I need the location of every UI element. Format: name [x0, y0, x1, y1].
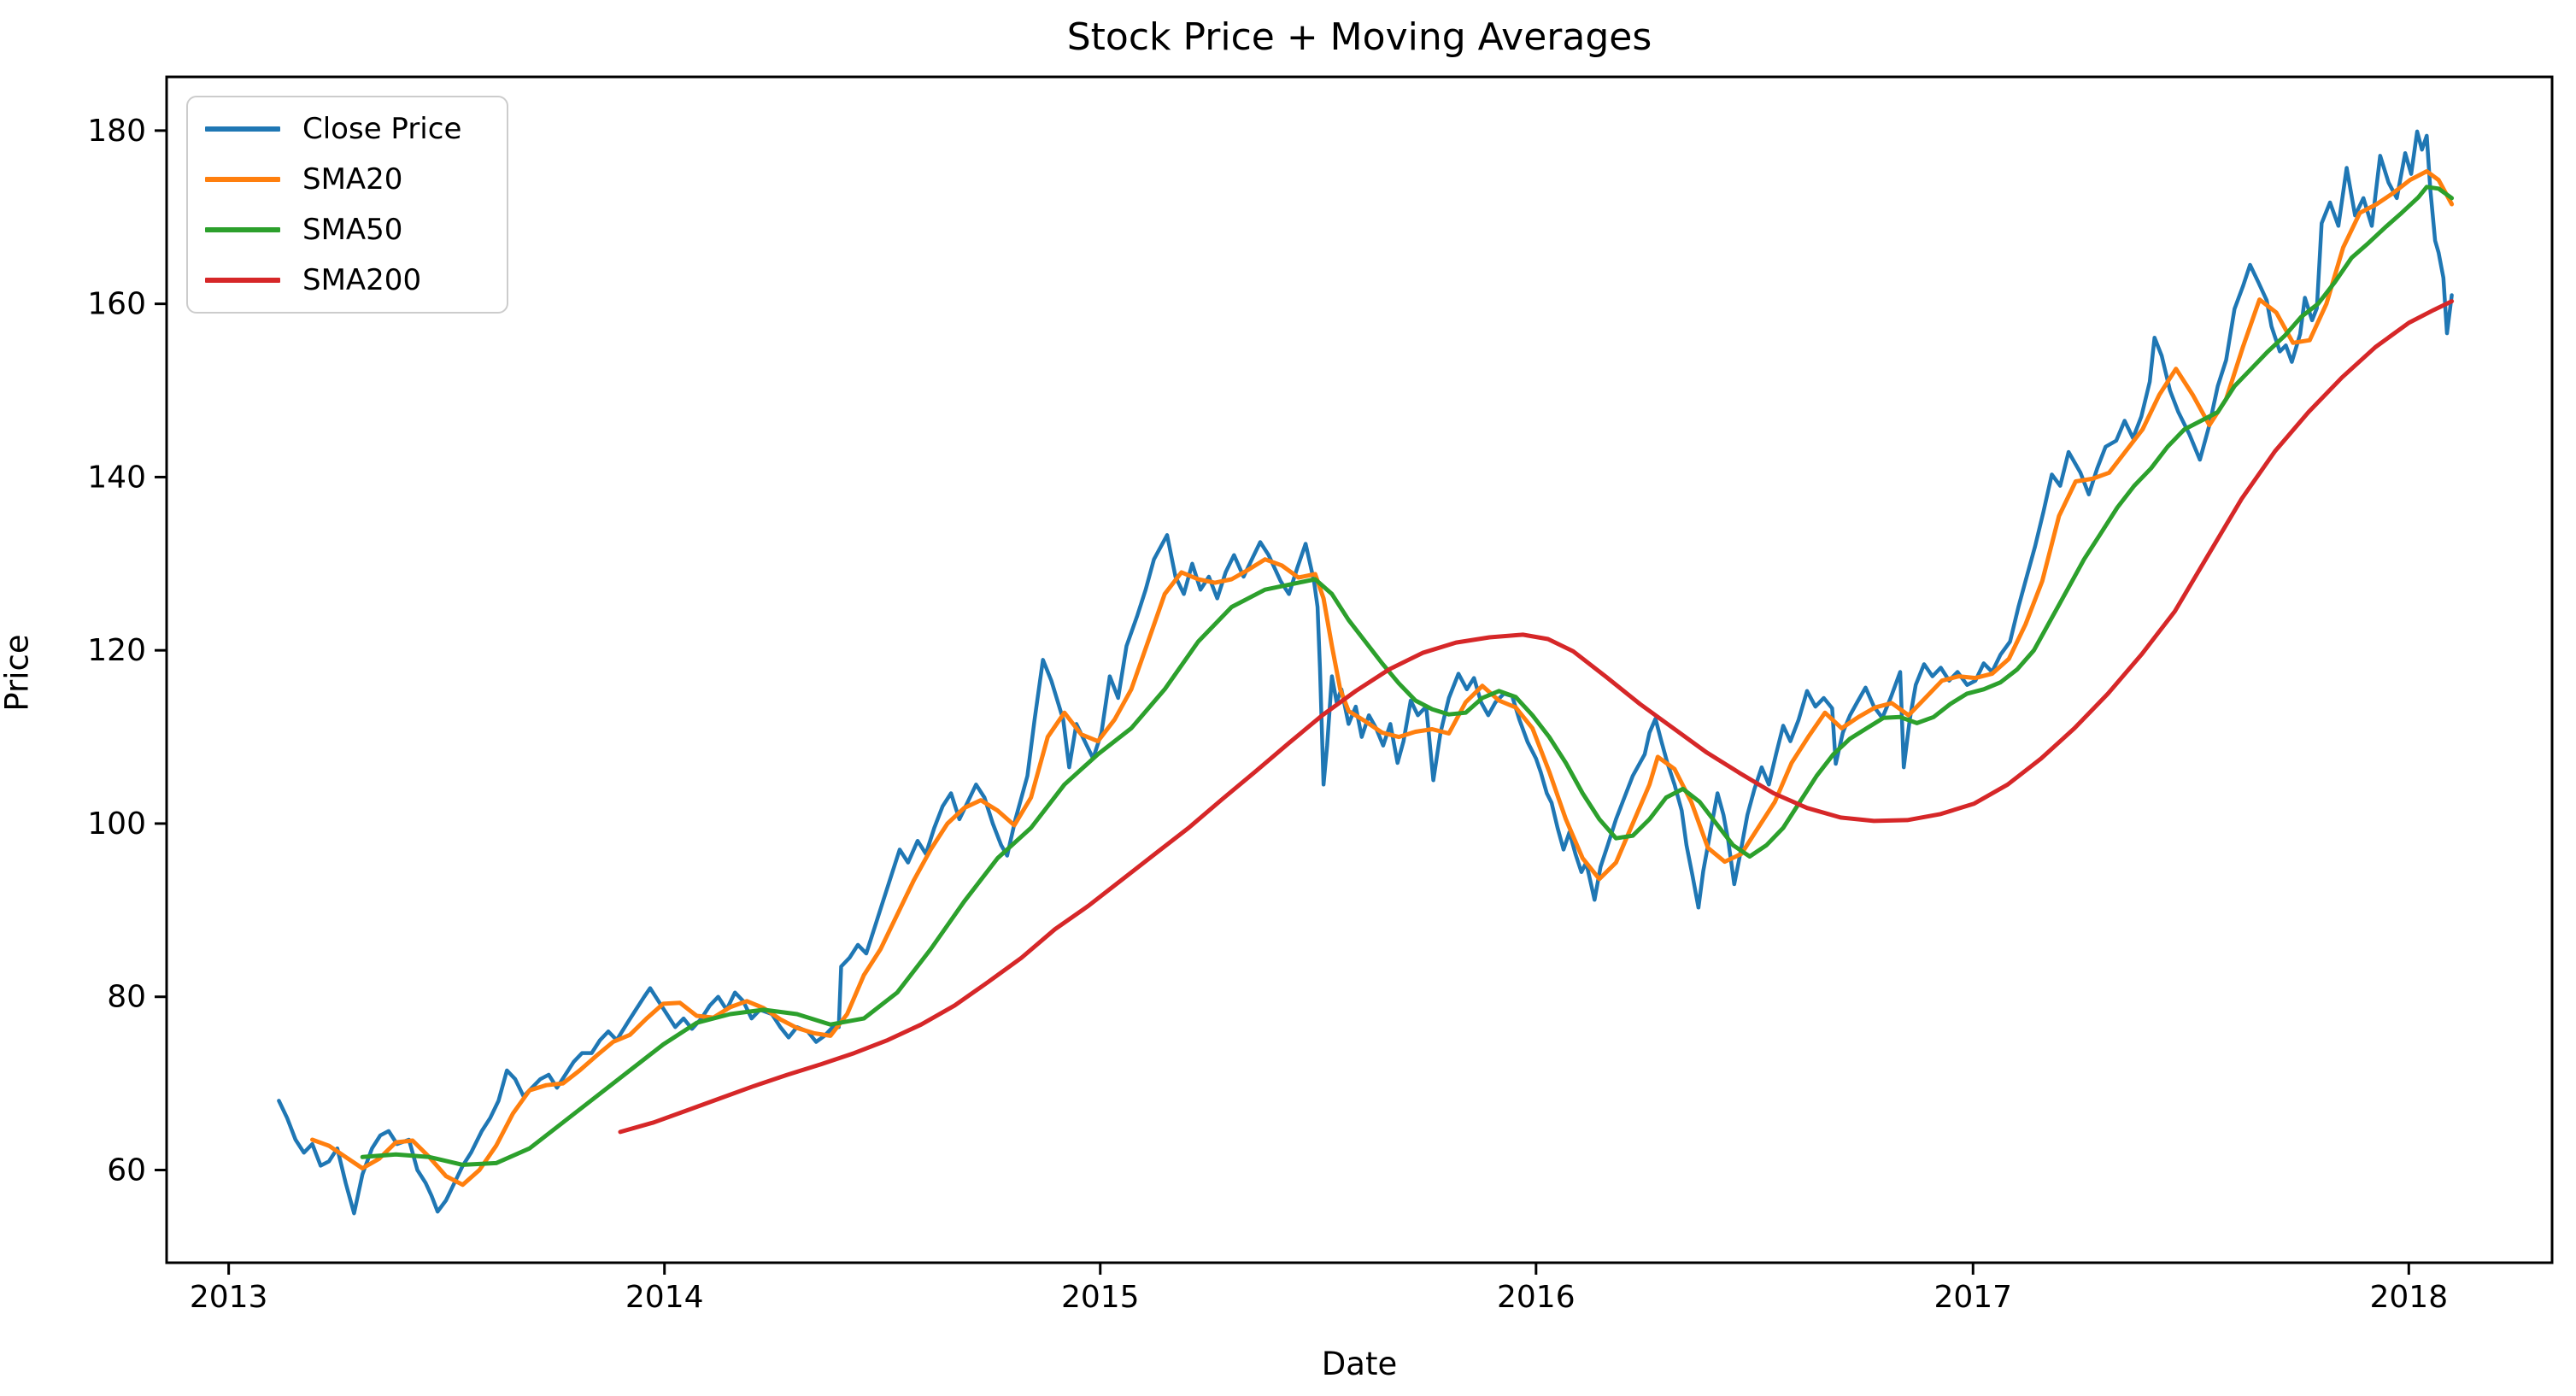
y-axis-tick-label: 80	[107, 980, 146, 1015]
legend-swatch-sma20	[205, 177, 280, 182]
legend-label-sma200: SMA200	[302, 263, 422, 297]
chart-title: Stock Price + Moving Averages	[1066, 15, 1652, 59]
y-axis-tick-label: 180	[87, 114, 146, 149]
legend-swatch-sma200	[205, 278, 280, 283]
x-axis-tick-label: 2017	[1933, 1280, 2012, 1315]
legend-item-close-price: Close Price	[205, 111, 490, 147]
y-axis-tick-label: 120	[87, 633, 146, 668]
y-axis-tick-label: 100	[87, 807, 146, 842]
x-axis-tick-label: 2014	[625, 1280, 704, 1315]
series-sma20-line	[310, 169, 2455, 1188]
x-axis-tick-label: 2018	[2369, 1280, 2448, 1315]
legend-swatch-sma50	[205, 227, 280, 232]
legend-label-sma20: SMA20	[302, 162, 403, 196]
y-axis-label: Price	[0, 634, 36, 712]
y-axis-tick-label: 160	[87, 287, 146, 322]
legend-swatch-close-price	[205, 126, 280, 132]
series-sma50-line	[360, 185, 2455, 1167]
series-close-price-line	[277, 129, 2454, 1216]
x-axis-tick-label: 2016	[1497, 1280, 1576, 1315]
legend-label-sma50: SMA50	[302, 213, 403, 247]
y-axis-tick-label: 140	[87, 460, 146, 495]
x-axis-tick-label: 2015	[1061, 1280, 1140, 1315]
series-sma200-line	[618, 299, 2455, 1135]
legend-item-sma200: SMA200	[205, 262, 490, 298]
legend-item-sma50: SMA50	[205, 212, 490, 248]
legend-item-sma20: SMA20	[205, 161, 490, 197]
x-axis-tick-label: 2013	[190, 1280, 268, 1315]
y-axis-tick-label: 60	[107, 1153, 146, 1188]
legend: Close Price SMA20 SMA50 SMA200	[186, 96, 508, 314]
legend-label-close-price: Close Price	[302, 112, 462, 146]
plot-border	[165, 75, 2554, 1264]
x-axis-label: Date	[1321, 1346, 1398, 1382]
